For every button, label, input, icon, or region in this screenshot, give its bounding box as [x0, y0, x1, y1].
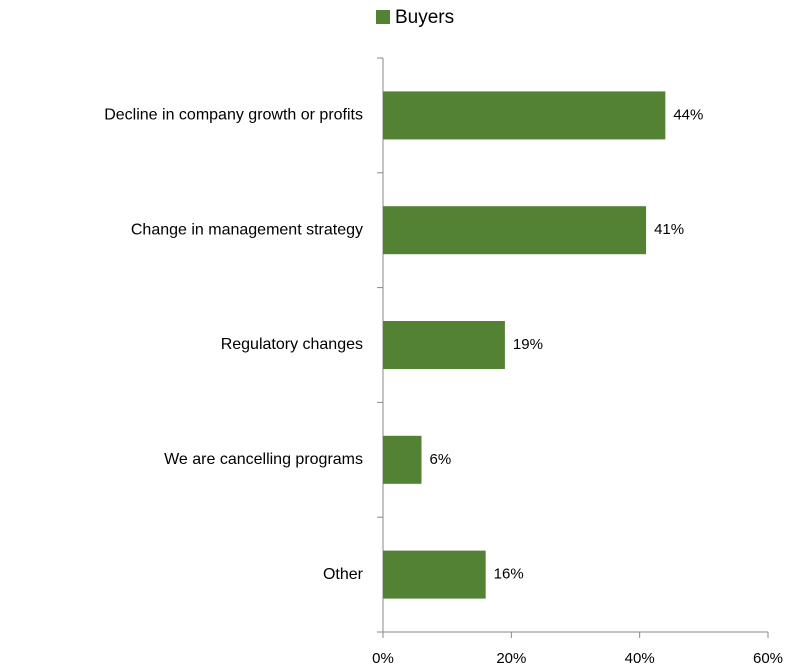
data-label: 6%	[430, 451, 452, 468]
legend-label: Buyers	[395, 7, 454, 28]
x-tick-label: 20%	[496, 650, 526, 667]
y-tick-label: Decline in company growth or profits	[104, 107, 363, 124]
y-tick-label: Regulatory changes	[221, 336, 363, 353]
y-tick-label: Other	[323, 566, 364, 583]
data-label: 16%	[494, 566, 524, 583]
y-tick-label: Change in management strategy	[131, 221, 363, 238]
data-label: 44%	[673, 106, 703, 123]
y-tick-label: We are cancelling programs	[164, 451, 363, 468]
x-tick-label: 40%	[625, 650, 655, 667]
x-tick-label: 60%	[753, 650, 783, 667]
bar	[383, 550, 486, 599]
bar	[383, 91, 666, 140]
bar	[383, 206, 647, 255]
bar	[383, 435, 422, 484]
x-tick-label: 0%	[372, 650, 394, 667]
bar	[383, 321, 505, 369]
data-label: 19%	[513, 336, 543, 353]
legend-swatch	[376, 10, 390, 24]
data-label: 41%	[654, 221, 684, 238]
